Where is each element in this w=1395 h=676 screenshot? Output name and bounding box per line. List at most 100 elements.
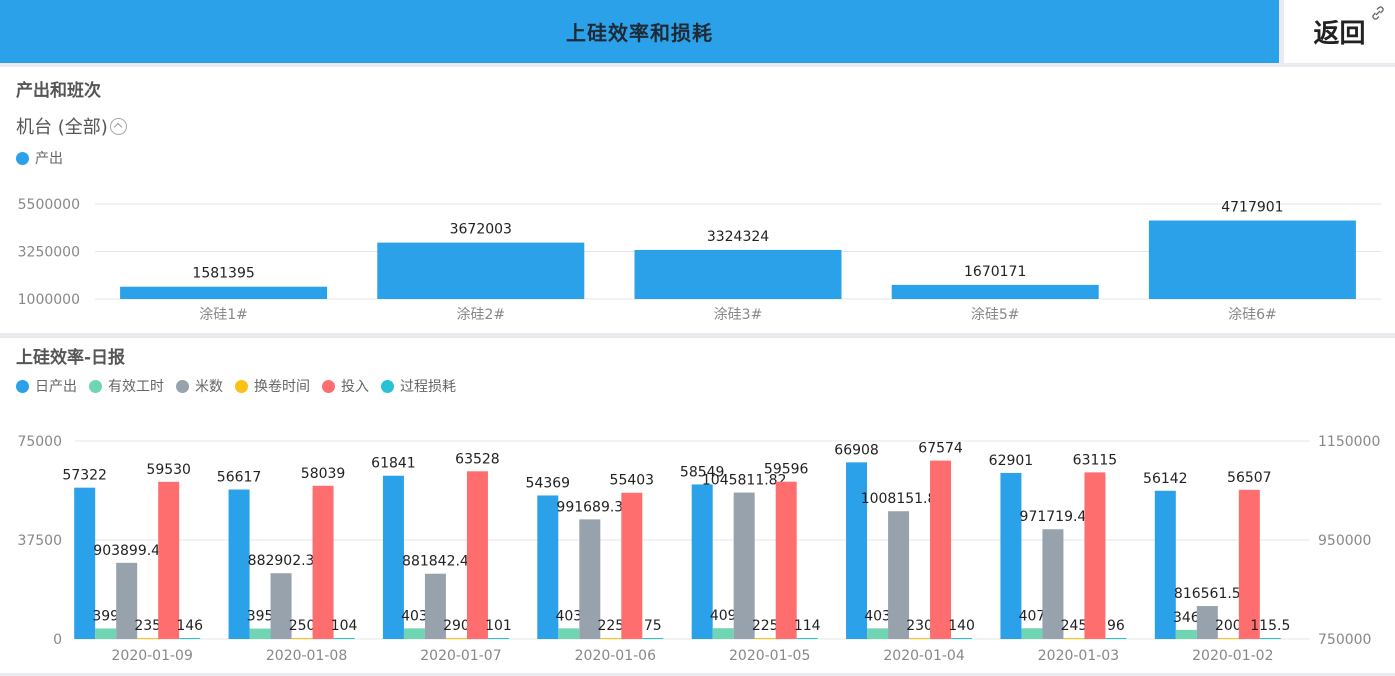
daily-bar[interactable] [642, 638, 664, 639]
output-bar[interactable] [377, 242, 585, 299]
daily-bar[interactable] [1154, 490, 1176, 639]
daily-bar[interactable] [1105, 638, 1127, 639]
legend-label: 有效工时 [108, 379, 164, 395]
daily-bar[interactable] [179, 638, 201, 639]
daily-bar[interactable] [291, 638, 313, 639]
x-tick-label: 涂硅2# [456, 307, 505, 323]
daily-bar[interactable] [1063, 638, 1085, 639]
daily-bar[interactable] [116, 562, 138, 639]
x-tick-label: 2020-01-07 [420, 648, 501, 664]
daily-bar[interactable] [909, 638, 931, 639]
daily-bar[interactable] [95, 628, 117, 639]
output-panel: 产出和班次 机台 (全部) 产出 1000000 3250000 5500000 15… [0, 67, 1395, 333]
data-label: 3672003 [450, 222, 512, 238]
daily-bar[interactable] [733, 492, 755, 639]
x-tick-label: 2020-01-09 [112, 648, 193, 664]
daily-bar[interactable] [775, 481, 797, 639]
legend-dot [16, 379, 29, 393]
daily-bar[interactable] [691, 484, 713, 639]
daily-bar[interactable] [158, 481, 180, 639]
daily-bar[interactable] [382, 475, 404, 639]
daily-bar[interactable] [930, 460, 952, 639]
data-label: 55403 [610, 473, 655, 489]
data-label: 403 [555, 608, 582, 624]
daily-bar[interactable] [888, 511, 910, 639]
daily-bar[interactable] [1196, 606, 1218, 639]
output-legend: 产出 [16, 148, 75, 168]
page-title: 上硅效率和损耗 [566, 21, 713, 45]
daily-bar[interactable] [445, 638, 467, 639]
daily-bar[interactable] [712, 628, 734, 639]
data-label: 346 [1173, 610, 1200, 626]
daily-bar[interactable] [846, 462, 868, 639]
daily-bar[interactable] [579, 519, 601, 639]
daily-bar[interactable] [1238, 489, 1260, 639]
output-panel-title: 产出和班次 [16, 81, 101, 101]
daily-bar[interactable] [1042, 529, 1064, 639]
daily-bar[interactable] [424, 573, 446, 639]
y-tick-label-right: 750000 [1318, 632, 1371, 648]
x-tick-label: 2020-01-02 [1192, 648, 1273, 664]
data-label: 225 [597, 618, 624, 634]
data-label: 58039 [301, 466, 346, 482]
data-label: 104 [331, 618, 358, 634]
daily-legend-item[interactable]: 米数 [176, 376, 223, 396]
daily-bar[interactable] [137, 638, 159, 639]
data-label: 816561.5 [1174, 586, 1241, 602]
legend-dot [235, 379, 248, 393]
daily-bar[interactable] [228, 489, 250, 639]
daily-legend-item[interactable]: 投入 [322, 376, 369, 396]
daily-bar[interactable] [270, 573, 292, 639]
output-legend-item[interactable]: 产出 [16, 148, 63, 168]
daily-bar[interactable] [333, 638, 355, 639]
daily-legend-item[interactable]: 有效工时 [89, 376, 164, 396]
daily-bar[interactable] [1084, 472, 1106, 639]
daily-bar[interactable] [558, 628, 580, 639]
data-label: 59530 [146, 462, 191, 478]
daily-bar[interactable] [621, 492, 643, 639]
daily-bar[interactable] [403, 628, 425, 639]
daily-bar[interactable] [867, 628, 889, 639]
data-label: 1670171 [964, 264, 1026, 280]
data-label: 882902.3 [248, 553, 315, 569]
daily-legend-item[interactable]: 换卷时间 [235, 376, 310, 396]
data-label: 63528 [455, 451, 500, 467]
chevron-up-icon[interactable] [109, 117, 127, 135]
legend-label: 换卷时间 [254, 379, 310, 395]
output-bar[interactable] [120, 286, 328, 299]
daily-bar[interactable] [1175, 629, 1197, 639]
y-tick-label: 1000000 [18, 292, 80, 308]
daily-legend-item[interactable]: 日产出 [16, 376, 77, 396]
data-label: 61841 [371, 456, 416, 472]
data-label: 56507 [1227, 470, 1272, 486]
link-icon[interactable] [1371, 6, 1385, 20]
daily-bar[interactable] [796, 638, 818, 639]
daily-bar[interactable] [600, 638, 622, 639]
daily-bar[interactable] [1000, 472, 1022, 639]
output-bar[interactable] [891, 284, 1099, 299]
daily-bar[interactable] [951, 638, 973, 639]
daily-bar[interactable] [754, 638, 776, 639]
daily-legend-item[interactable]: 过程损耗 [381, 376, 456, 396]
output-bar[interactable] [634, 249, 842, 299]
data-label: 399 [92, 608, 119, 624]
daily-bar[interactable] [74, 487, 96, 639]
x-tick-label: 涂硅3# [714, 307, 763, 323]
data-label: 66908 [834, 442, 879, 458]
machine-filter[interactable]: 机台 (全部) [16, 113, 127, 139]
daily-bar[interactable] [1259, 638, 1281, 639]
daily-bar[interactable] [466, 471, 488, 639]
daily-bar[interactable] [1217, 638, 1239, 639]
output-bar[interactable] [1148, 220, 1356, 299]
daily-bar[interactable] [249, 628, 271, 639]
daily-bar[interactable] [1021, 628, 1043, 639]
back-button[interactable]: 返回 [1284, 0, 1395, 63]
daily-panel: 上硅效率-日报 日产出 有效工时 米数 换卷时间 投入 过程损耗 0 37500 75000 7… [0, 338, 1395, 673]
daily-bar[interactable] [312, 485, 334, 639]
data-label: 1045811.82 [702, 473, 787, 489]
legend-dot [381, 379, 394, 393]
daily-bar[interactable] [537, 495, 559, 639]
data-label: 115.5 [1250, 618, 1290, 634]
daily-bar[interactable] [487, 638, 509, 639]
x-tick-label: 涂硅6# [1228, 307, 1277, 323]
